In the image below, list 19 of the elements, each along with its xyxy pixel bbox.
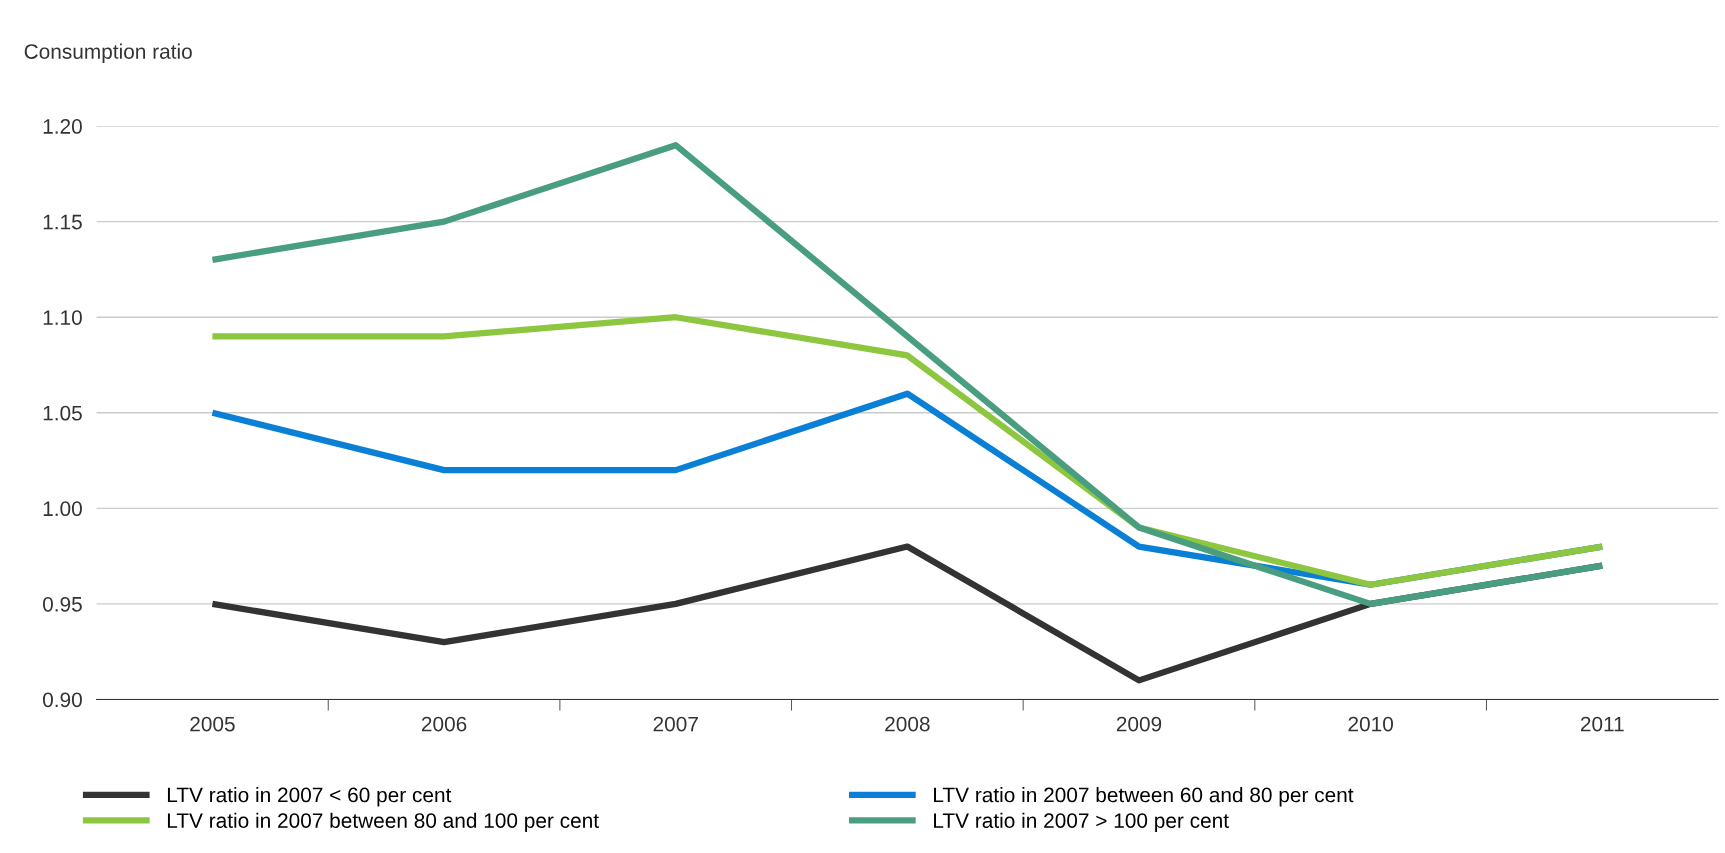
x-tick-label: 2007 — [653, 716, 698, 732]
legend-label: LTV ratio in 2007 > 100 per cent — [934, 812, 1229, 833]
x-tick-label: 2009 — [1116, 716, 1162, 732]
y-tick-label: 1.05 — [43, 405, 82, 421]
x-tick-label: 2010 — [1348, 716, 1393, 732]
x-tick-label: 2011 — [1580, 716, 1624, 732]
y-tick-label: 1.10 — [43, 310, 82, 325]
legend-label: LTV ratio in 2007 between 60 and 80 per cent — [934, 787, 1354, 807]
y-tick-label: 1.00 — [43, 501, 82, 517]
legend-label: LTV ratio in 2007 between 80 and 100 per cent — [167, 812, 599, 833]
x-tick-label: 2005 — [190, 716, 235, 732]
y-tick-label: 0.95 — [42, 596, 82, 612]
x-tick-label: 2006 — [421, 716, 467, 732]
legend-label: LTV ratio in 2007 < 60 per cent — [167, 787, 452, 807]
x-tick-label: 2008 — [885, 716, 930, 732]
y-tick-label: 1.15 — [43, 214, 82, 230]
y-axis-title: Consumption ratio — [24, 43, 192, 64]
y-tick-label: 0.90 — [42, 692, 82, 708]
y-tick-label: 1.20 — [43, 119, 82, 134]
